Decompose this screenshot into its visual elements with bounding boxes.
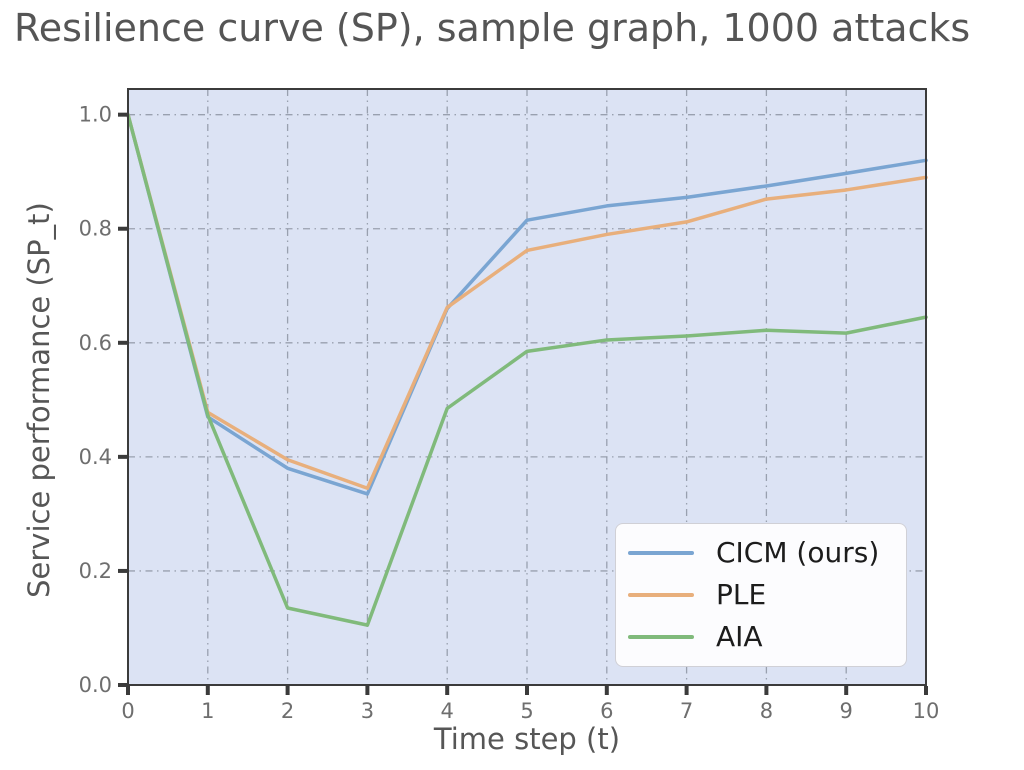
legend-label: AIA — [716, 620, 763, 653]
legend-item-ple: PLE — [628, 575, 906, 615]
y-tick-label: 0.6 — [79, 331, 112, 355]
x-axis-label: Time step (t) — [433, 722, 621, 756]
y-tick-label: 0.4 — [79, 445, 112, 469]
y-axis-label: Service performance (SP_t) — [22, 202, 56, 598]
x-tick-label: 2 — [281, 699, 294, 723]
series-line-aia — [126, 112, 928, 627]
x-tick-label: 7 — [680, 699, 693, 723]
legend-line-swatch — [628, 551, 694, 555]
series-line-cicm — [126, 112, 928, 496]
legend-label: CICM (ours) — [716, 536, 880, 569]
legend: CICM (ours) PLE AIA — [615, 523, 907, 667]
x-tick-label: 1 — [201, 699, 214, 723]
x-tick-label: 4 — [441, 699, 454, 723]
x-tick-label: 8 — [760, 699, 773, 723]
y-tick-label: 1.0 — [79, 103, 112, 127]
legend-line-swatch — [628, 593, 694, 597]
x-tick-label: 9 — [840, 699, 853, 723]
y-tick-label: 0.2 — [79, 559, 112, 583]
legend-item-cicm: CICM (ours) — [628, 533, 906, 573]
chart-title: Resilience curve (SP), sample graph, 100… — [14, 6, 971, 50]
y-tick-label: 0.8 — [79, 217, 112, 241]
legend-item-aia: AIA — [628, 617, 906, 657]
axes-spines — [127, 88, 927, 686]
y-tick-label: 0.0 — [79, 673, 112, 697]
series-line-ple — [126, 112, 928, 490]
x-tick-label: 5 — [520, 699, 533, 723]
x-tick-label: 6 — [600, 699, 613, 723]
x-tick-label: 10 — [913, 699, 940, 723]
x-tick-label: 3 — [361, 699, 374, 723]
legend-line-swatch — [628, 635, 694, 639]
legend-label: PLE — [716, 578, 767, 611]
x-tick-label: 0 — [121, 699, 134, 723]
